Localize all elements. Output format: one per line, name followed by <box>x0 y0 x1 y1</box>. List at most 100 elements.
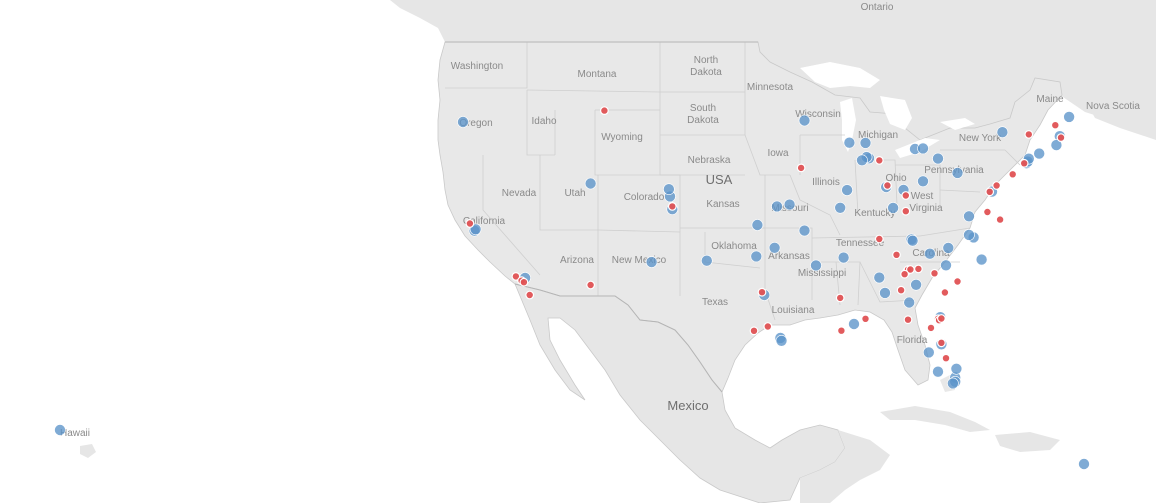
canada-land <box>390 0 1156 140</box>
blue-location-marker[interactable] <box>856 154 868 167</box>
red-location-marker[interactable] <box>892 250 901 260</box>
blue-location-marker[interactable] <box>837 251 850 264</box>
red-location-marker[interactable] <box>926 323 936 333</box>
red-location-marker[interactable] <box>1056 133 1066 143</box>
blue-location-marker[interactable] <box>910 278 922 291</box>
red-location-marker[interactable] <box>861 314 870 324</box>
red-location-marker[interactable] <box>837 326 846 336</box>
blue-location-marker[interactable] <box>700 254 713 267</box>
blue-location-marker[interactable] <box>1033 147 1045 160</box>
blue-location-marker[interactable] <box>963 210 975 223</box>
red-location-marker[interactable] <box>465 219 475 228</box>
blue-location-marker[interactable] <box>917 175 929 188</box>
blue-location-marker[interactable] <box>906 234 919 247</box>
red-location-marker[interactable] <box>930 268 939 278</box>
red-location-marker[interactable] <box>796 163 806 173</box>
red-location-marker[interactable] <box>901 206 911 216</box>
blue-location-marker[interactable] <box>859 137 872 149</box>
red-location-marker[interactable] <box>937 314 946 323</box>
blue-location-marker[interactable] <box>584 177 597 190</box>
red-location-marker[interactable] <box>992 181 1001 190</box>
blue-location-marker[interactable] <box>963 229 975 241</box>
blue-location-marker[interactable] <box>834 202 847 214</box>
label-iowa: Iowa <box>767 148 789 159</box>
red-location-marker[interactable] <box>874 155 884 165</box>
blue-location-marker[interactable] <box>951 167 964 179</box>
blue-location-marker[interactable] <box>841 184 853 196</box>
blue-location-marker[interactable] <box>975 253 988 266</box>
red-location-marker[interactable] <box>983 207 992 217</box>
red-location-marker[interactable] <box>749 326 759 336</box>
red-location-marker[interactable] <box>941 353 951 363</box>
red-location-marker[interactable] <box>1024 129 1034 139</box>
red-location-marker[interactable] <box>586 280 595 290</box>
label-hawaii: Hawaii <box>60 428 90 439</box>
blue-location-marker[interactable] <box>887 202 899 214</box>
blue-location-marker[interactable] <box>810 259 822 272</box>
blue-location-marker[interactable] <box>663 183 675 195</box>
blue-location-marker[interactable] <box>879 287 891 299</box>
blue-location-marker[interactable] <box>771 200 783 213</box>
label-minnesota: Minnesota <box>747 82 794 93</box>
blue-location-marker[interactable] <box>457 116 469 128</box>
red-location-marker[interactable] <box>511 272 521 281</box>
red-location-marker[interactable] <box>525 290 535 300</box>
red-location-marker[interactable] <box>874 234 884 244</box>
blue-location-marker[interactable] <box>996 126 1009 138</box>
blue-location-marker[interactable] <box>924 247 936 260</box>
blue-location-marker[interactable] <box>750 250 763 263</box>
red-location-marker[interactable] <box>667 201 677 211</box>
label-nova-scotia: Nova Scotia <box>1086 101 1140 112</box>
label-nevada: Nevada <box>502 188 537 199</box>
blue-location-marker[interactable] <box>783 198 796 211</box>
blue-location-marker[interactable] <box>922 346 935 359</box>
data-points <box>54 106 1090 470</box>
blue-location-marker[interactable] <box>798 114 811 127</box>
blue-location-marker[interactable] <box>798 224 811 237</box>
red-location-marker[interactable] <box>835 293 845 303</box>
blue-location-marker[interactable] <box>873 271 886 284</box>
blue-location-marker[interactable] <box>775 334 788 347</box>
blue-location-marker[interactable] <box>917 142 929 155</box>
red-location-marker[interactable] <box>763 322 773 331</box>
red-location-marker[interactable] <box>901 191 911 200</box>
blue-location-marker[interactable] <box>1050 139 1063 151</box>
blue-location-marker[interactable] <box>768 242 781 254</box>
blue-location-marker[interactable] <box>947 377 959 390</box>
red-location-marker[interactable] <box>903 315 913 325</box>
label-north-dakota-line1: North <box>694 55 718 66</box>
blue-location-marker[interactable] <box>1078 458 1090 470</box>
blue-location-marker[interactable] <box>751 219 764 231</box>
blue-location-marker[interactable] <box>54 424 66 436</box>
blue-location-marker[interactable] <box>940 259 952 272</box>
blue-location-marker[interactable] <box>932 152 944 165</box>
red-location-marker[interactable] <box>1008 169 1018 179</box>
red-location-marker[interactable] <box>883 181 892 190</box>
red-location-marker[interactable] <box>519 277 529 287</box>
red-location-marker[interactable] <box>995 215 1005 225</box>
blue-location-marker[interactable] <box>645 256 658 268</box>
red-location-marker[interactable] <box>1019 158 1029 168</box>
red-location-marker[interactable] <box>757 287 767 297</box>
label-michigan: Michigan <box>858 130 898 141</box>
blue-location-marker[interactable] <box>848 318 860 330</box>
red-location-marker[interactable] <box>985 187 995 197</box>
blue-location-marker[interactable] <box>942 242 955 254</box>
red-location-marker[interactable] <box>896 285 906 295</box>
blue-location-marker[interactable] <box>843 136 856 149</box>
blue-location-marker[interactable] <box>950 362 963 375</box>
red-location-marker[interactable] <box>940 288 950 297</box>
blue-location-marker[interactable] <box>903 296 916 309</box>
red-location-marker[interactable] <box>1050 120 1060 130</box>
red-location-marker[interactable] <box>937 338 946 348</box>
red-location-marker[interactable] <box>914 264 923 274</box>
label-south-dakota-line2: Dakota <box>687 115 719 126</box>
blue-location-marker[interactable] <box>932 365 944 378</box>
red-location-marker[interactable] <box>953 277 962 286</box>
label-west-virginia-line1: West <box>911 191 934 202</box>
blue-location-marker[interactable] <box>1063 111 1075 123</box>
red-location-marker[interactable] <box>600 106 609 115</box>
red-location-marker[interactable] <box>900 269 909 279</box>
